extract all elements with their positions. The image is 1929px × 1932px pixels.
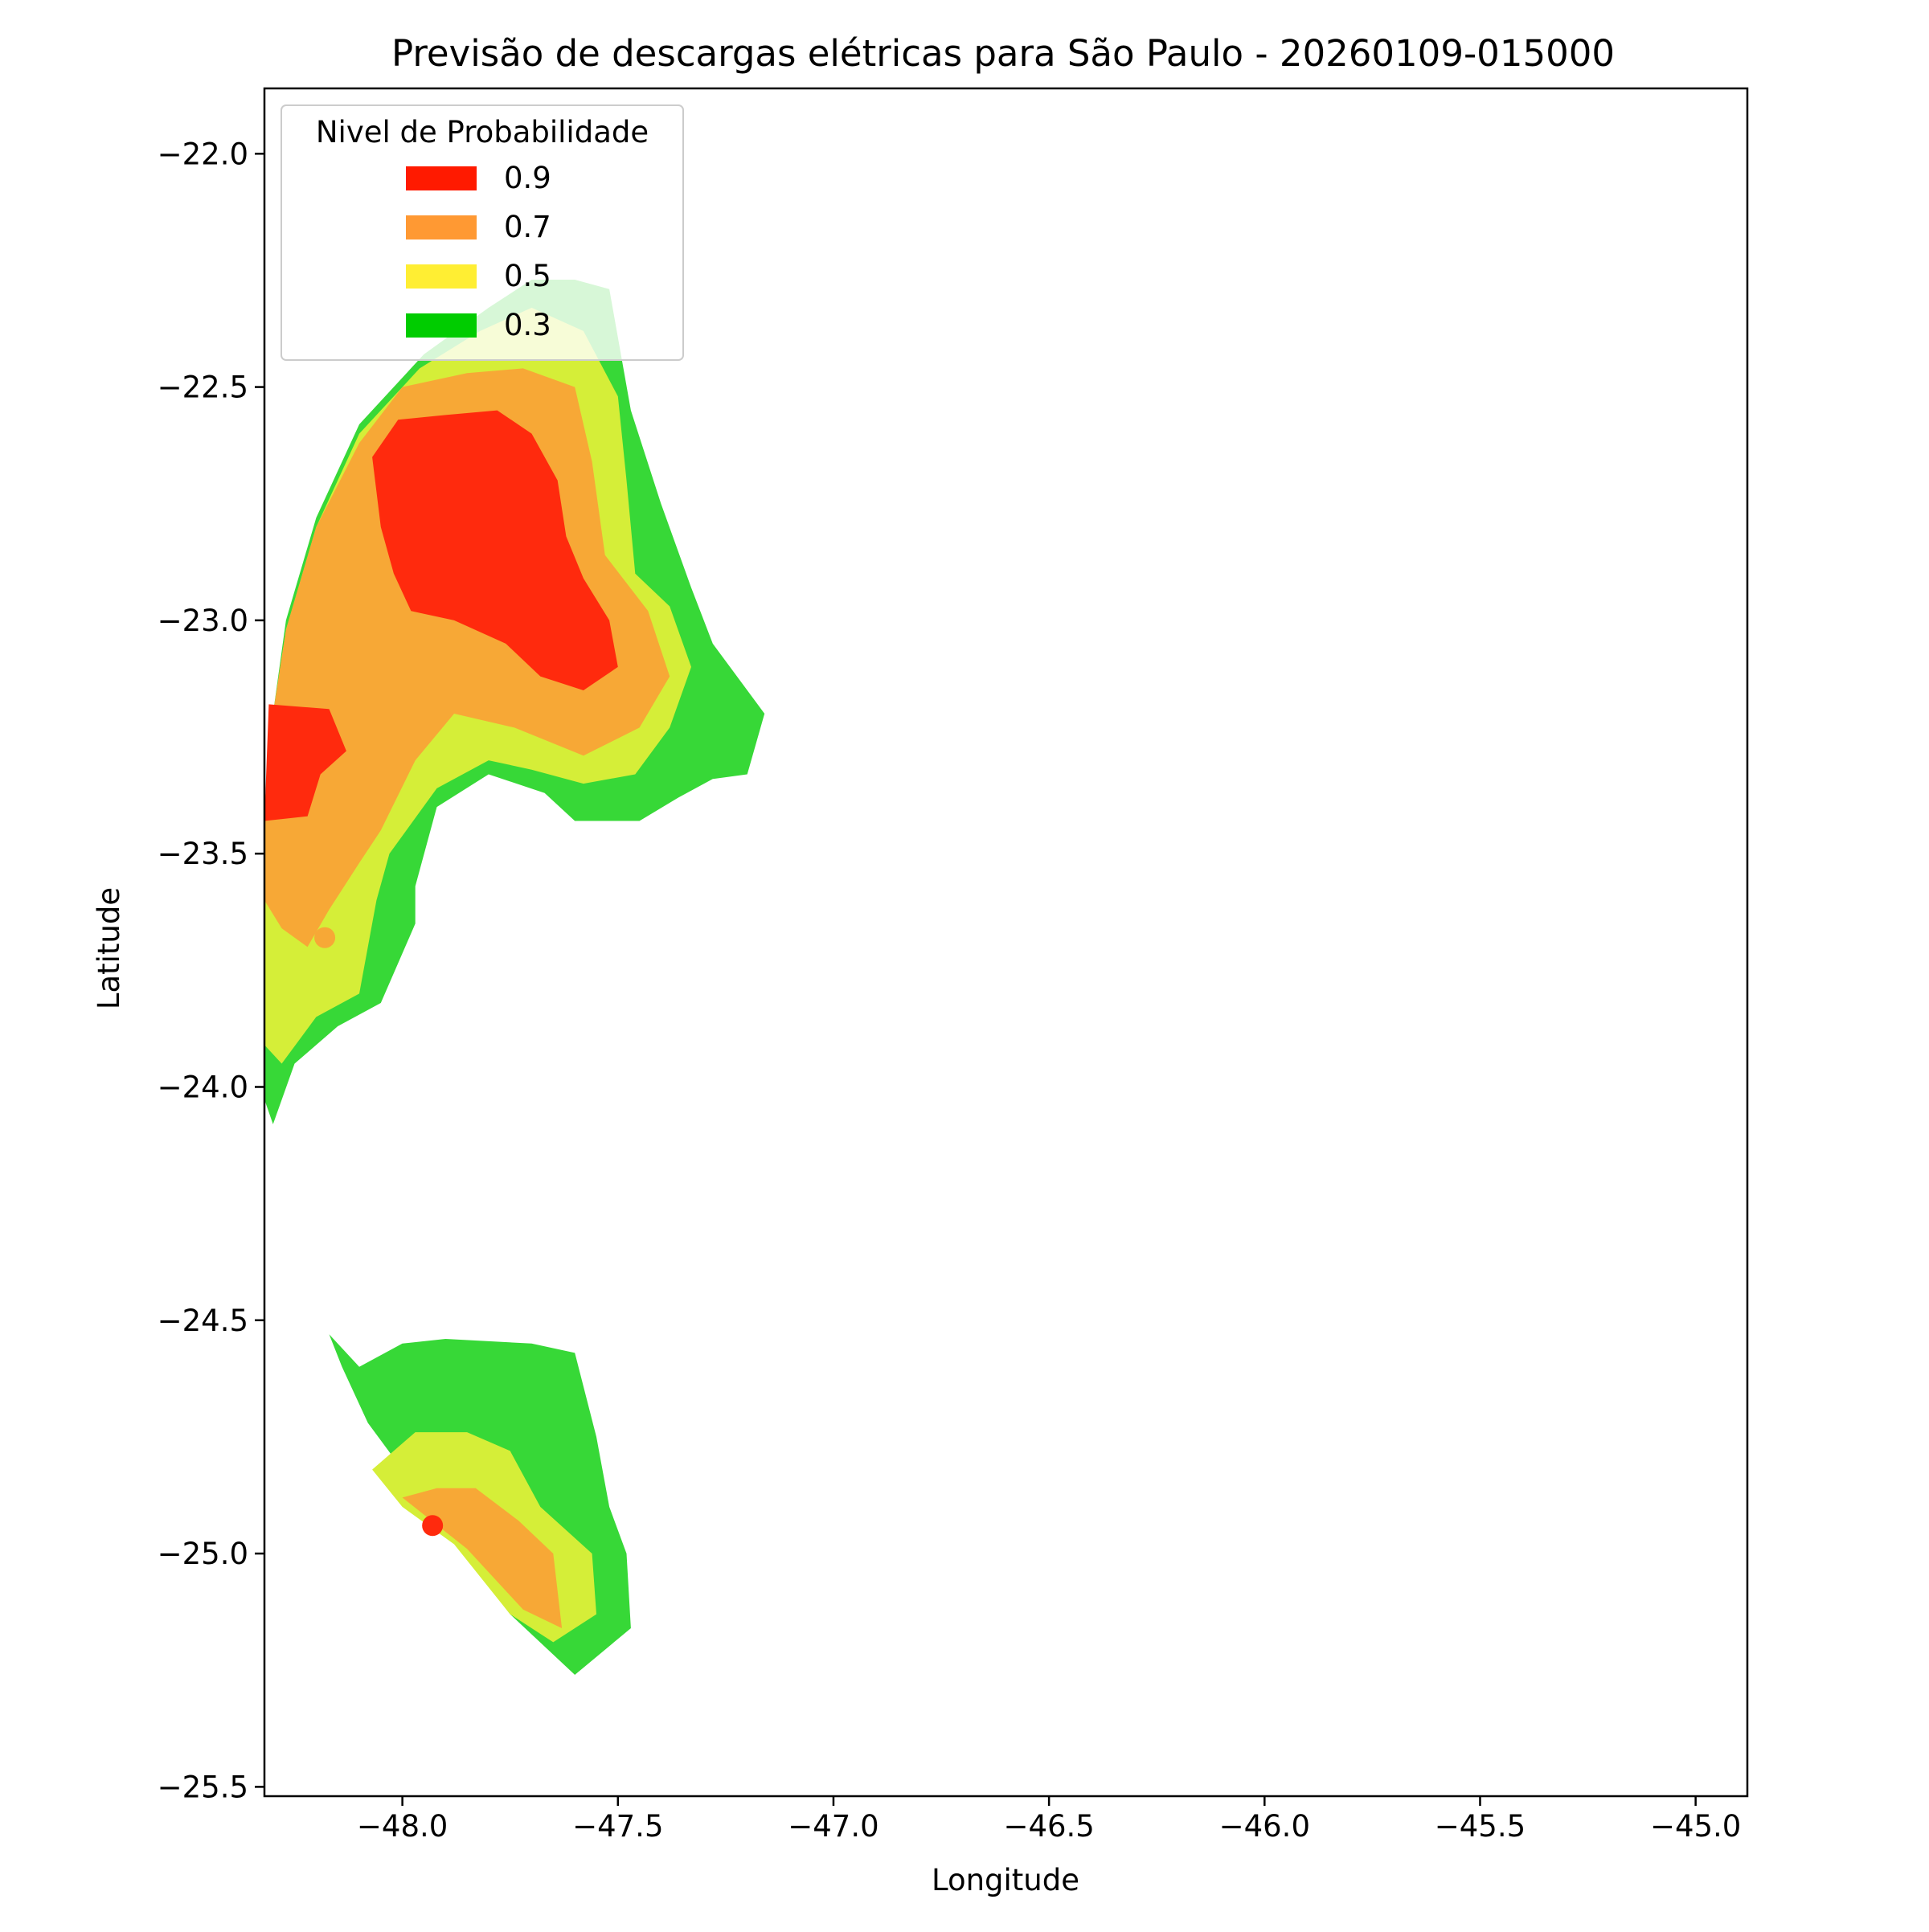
legend-swatch: [406, 264, 477, 289]
legend-swatch: [406, 215, 477, 239]
y-axis-label: Latitude: [92, 887, 126, 1009]
region-north-0.9: [372, 410, 618, 690]
legend-label: 0.9: [504, 161, 551, 195]
y-axis: −22.0 −22.5 −23.0 −23.5 −24.0 −24.5 −25.0 −25.5: [158, 137, 264, 1804]
y-tick-label: −22.5: [158, 370, 248, 405]
y-tick-label: −25.5: [158, 1770, 248, 1804]
legend-label: 0.7: [504, 210, 551, 244]
y-tick-label: −24.0: [158, 1070, 248, 1104]
legend-label: 0.3: [504, 308, 551, 342]
legend-swatch: [406, 313, 477, 338]
x-tick-label: −45.0: [1650, 1809, 1741, 1844]
x-tick-label: −46.5: [1003, 1809, 1094, 1844]
y-tick-label: −24.5: [158, 1304, 248, 1338]
plot-area: [263, 87, 1749, 1798]
region-north-0.7: [264, 368, 670, 948]
legend-label: 0.5: [504, 259, 551, 293]
plot-frame: [263, 87, 1749, 1798]
y-tick-label: −22.0: [158, 137, 248, 171]
x-tick-label: −47.0: [788, 1809, 878, 1844]
x-tick-label: −46.0: [1219, 1809, 1310, 1844]
chart-title: Previsão de descargas elétricas para São…: [391, 32, 1615, 75]
y-tick-label: −25.0: [158, 1537, 248, 1571]
point-0: [314, 927, 336, 948]
point-1: [422, 1515, 444, 1537]
x-tick-label: −45.5: [1435, 1809, 1526, 1844]
legend-box: [281, 104, 684, 361]
region-west-0.9: [264, 704, 346, 821]
x-axis: −48.0 −47.5 −47.0 −46.5 −46.0 −45.5 −45.0: [357, 1796, 1741, 1844]
legend-entries: 0.9 0.7 0.5 0.3: [406, 161, 551, 342]
legend-swatch: [406, 166, 477, 190]
x-tick-label: −48.0: [357, 1809, 448, 1844]
y-tick-label: −23.0: [158, 604, 248, 638]
scatter-points: [314, 927, 444, 1537]
x-tick-label: −47.5: [572, 1809, 663, 1844]
y-tick-label: −23.5: [158, 837, 248, 871]
legend: Nivel de Probabilidade 0.9 0.7 0.5 0.3: [281, 104, 684, 361]
x-axis-label: Longitude: [932, 1863, 1079, 1897]
legend-title: Nivel de Probabilidade: [316, 115, 649, 149]
